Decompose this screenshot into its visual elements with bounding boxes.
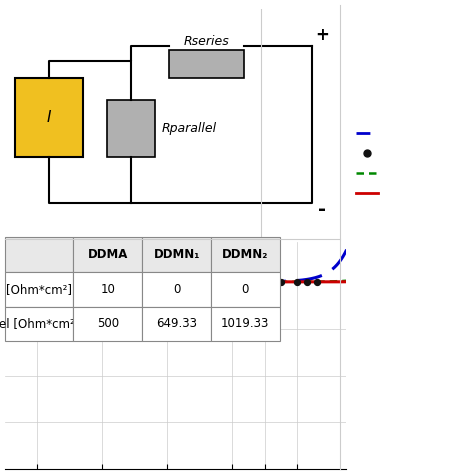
FancyBboxPatch shape [15,78,83,157]
Point [164,278,171,286]
Point [277,278,285,286]
Point [228,278,236,286]
Point [147,278,155,286]
Point [180,278,187,286]
Point [82,278,90,286]
Text: I: I [47,110,51,125]
Point [17,278,25,286]
Point [313,278,320,286]
Point [261,278,269,286]
Legend: , , , : , , , [352,124,392,203]
Point [196,278,203,286]
Point [212,278,220,286]
Point [34,278,41,286]
Point [66,278,73,286]
Text: Rseries: Rseries [183,35,229,48]
Text: -: - [318,200,326,219]
Point [303,278,311,286]
Point [293,278,301,286]
Point [50,278,57,286]
Point [131,278,138,286]
Point [99,278,106,286]
Text: Rparallel: Rparallel [162,122,217,136]
Point [115,278,122,286]
FancyBboxPatch shape [169,50,244,78]
Point [245,278,252,286]
FancyBboxPatch shape [107,100,155,157]
Text: +: + [315,26,329,44]
